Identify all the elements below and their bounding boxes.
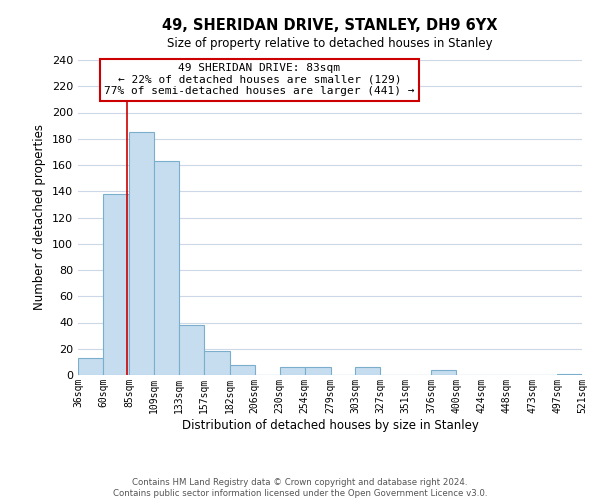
Bar — [557, 374, 582, 375]
Text: 49 SHERIDAN DRIVE: 83sqm
← 22% of detached houses are smaller (129)
77% of semi-: 49 SHERIDAN DRIVE: 83sqm ← 22% of detach… — [104, 63, 415, 96]
Bar — [204, 352, 230, 375]
Bar — [280, 367, 305, 375]
Bar — [305, 367, 331, 375]
Text: 49, SHERIDAN DRIVE, STANLEY, DH9 6YX: 49, SHERIDAN DRIVE, STANLEY, DH9 6YX — [162, 18, 498, 32]
Bar — [103, 194, 129, 375]
Bar — [431, 370, 456, 375]
Bar — [129, 132, 154, 375]
X-axis label: Distribution of detached houses by size in Stanley: Distribution of detached houses by size … — [182, 418, 478, 432]
Bar — [355, 367, 380, 375]
Y-axis label: Number of detached properties: Number of detached properties — [34, 124, 46, 310]
Bar — [179, 325, 204, 375]
Text: Contains HM Land Registry data © Crown copyright and database right 2024.
Contai: Contains HM Land Registry data © Crown c… — [113, 478, 487, 498]
Text: Size of property relative to detached houses in Stanley: Size of property relative to detached ho… — [167, 38, 493, 51]
Bar — [230, 364, 254, 375]
Bar — [154, 161, 179, 375]
Bar — [78, 358, 103, 375]
